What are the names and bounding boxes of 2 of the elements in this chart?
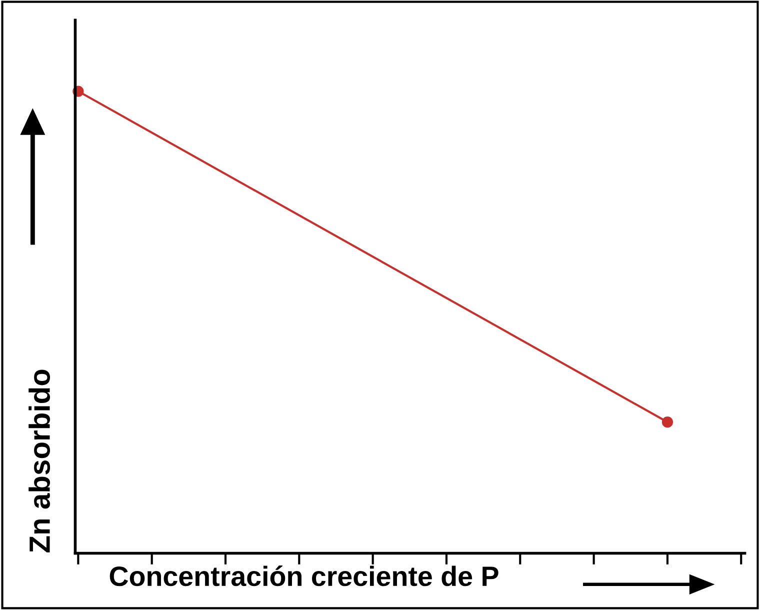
- y-axis-title: Zn absorbido: [28, 370, 50, 552]
- x-axis-title: Concentración creciente de P: [110, 566, 498, 586]
